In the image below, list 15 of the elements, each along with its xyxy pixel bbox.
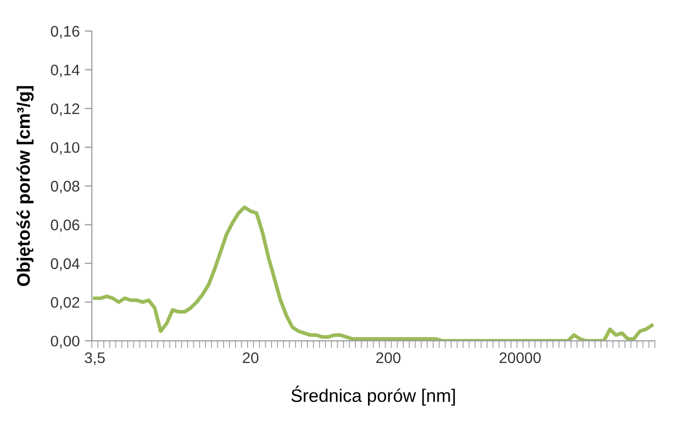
y-tick-label: 0,14 [50,64,80,78]
y-tick-label: 0,02 [50,296,80,310]
y-tick-label: 0,10 [50,142,80,155]
y-tick-label: 0,06 [50,220,80,232]
y-tick-label: 0,16 [50,26,80,39]
y-tick-label: 0,08 [50,180,80,194]
x-tick-label: 20000 [500,352,541,364]
x-tick-label: 3,5 [84,352,105,365]
y-axis-title: Objętość porów [cm³/g] [16,86,34,286]
x-tick-label: 200 [376,352,400,364]
y-tick-label: 0,04 [50,258,80,271]
x-axis-title: Średnica porów [nm] [291,386,455,406]
x-tick-label: 20 [242,352,258,364]
y-tick-label: 0,12 [50,103,80,116]
y-tick-label: 0,00 [50,336,80,348]
